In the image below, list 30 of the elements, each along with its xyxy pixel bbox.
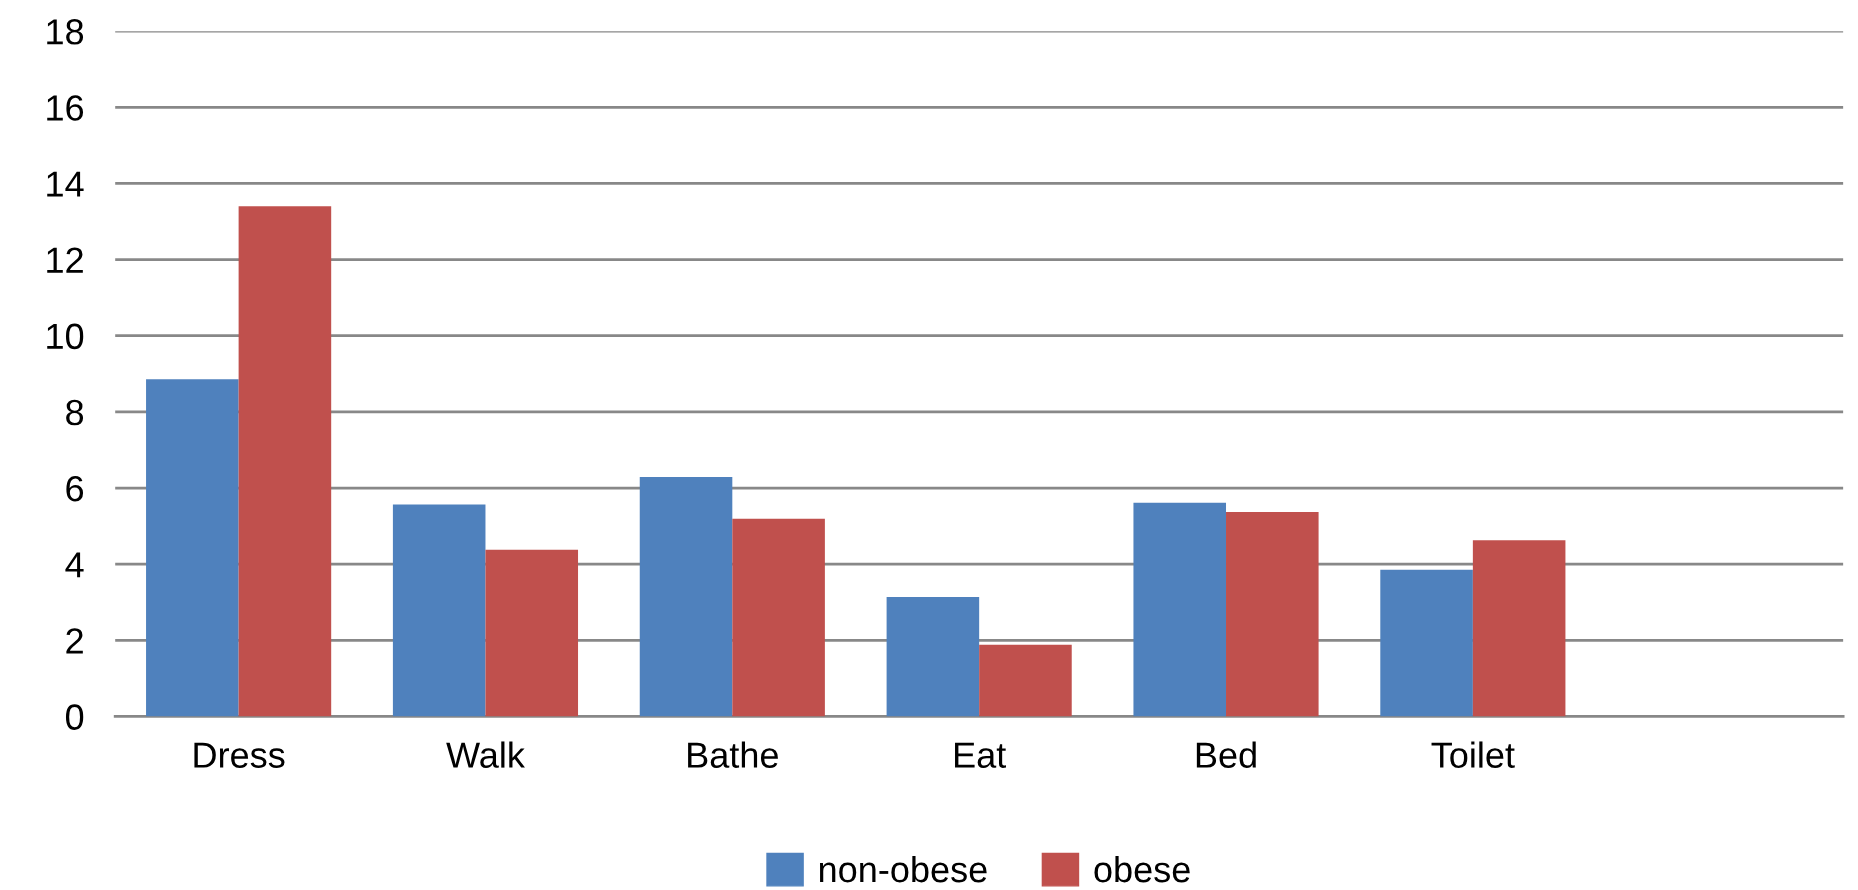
x-tick-label: Toilet	[1431, 741, 1515, 768]
y-tick-label: 0	[65, 704, 84, 730]
bar	[146, 379, 239, 717]
y-tick-label: 2	[66, 628, 83, 654]
bar	[485, 549, 579, 717]
bar	[979, 644, 1072, 717]
x-tick-label: Eat	[955, 742, 1006, 768]
bar	[639, 476, 733, 717]
bar	[886, 596, 980, 717]
y-tick-label: 12	[47, 247, 83, 273]
y-tick-label: 18	[47, 19, 84, 45]
bar	[238, 206, 332, 717]
y-tick-label: 4	[65, 552, 84, 578]
x-tick-label: Bathe	[688, 741, 778, 768]
legend-label: non-obese	[819, 855, 987, 883]
bar	[1133, 502, 1227, 717]
bar	[1472, 540, 1566, 717]
bar	[1380, 569, 1473, 717]
x-tick-label: Dress	[194, 742, 285, 768]
y-tick-label: 14	[47, 171, 84, 197]
x-tick-label: Bed	[1196, 741, 1256, 768]
bar	[1226, 512, 1319, 717]
bar	[732, 518, 825, 717]
legend-label: obese	[1094, 855, 1190, 883]
x-tick-label: Walk	[446, 741, 525, 768]
y-tick-label: 8	[66, 399, 84, 426]
y-tick-label: 6	[66, 475, 84, 502]
y-tick-label: 16	[47, 95, 84, 121]
bar	[392, 504, 486, 717]
y-tick-label: 10	[47, 323, 84, 350]
